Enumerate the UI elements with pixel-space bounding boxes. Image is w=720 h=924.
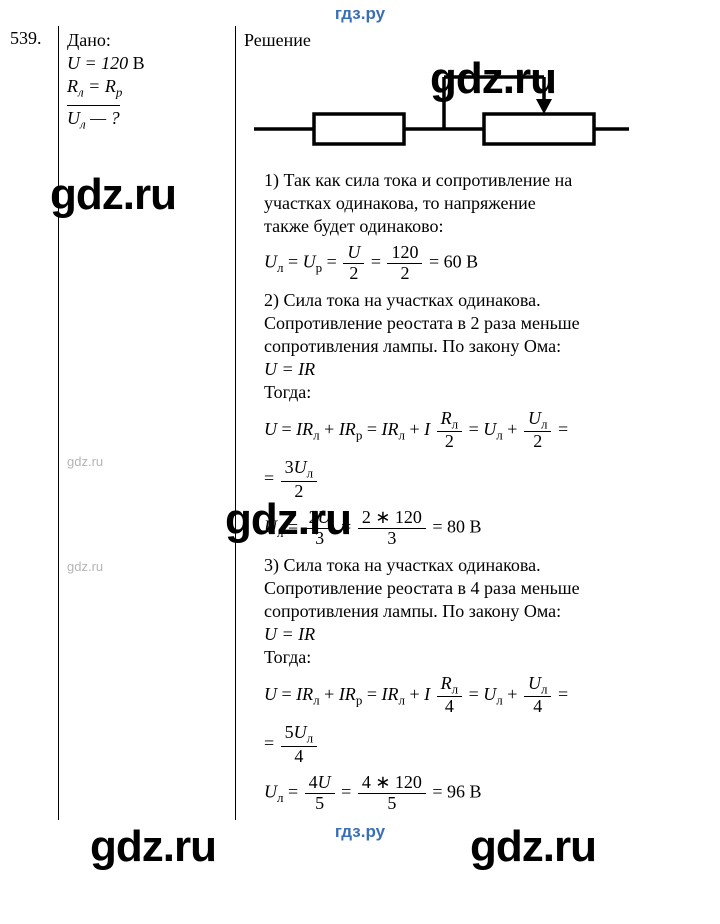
solution-title: Решение bbox=[244, 30, 710, 51]
site-header: гдз.ру bbox=[0, 0, 720, 26]
step3-text-a: 3) Сила тока на участках одинакова. bbox=[244, 555, 710, 576]
step2-eq-b: = 3Uл2 bbox=[244, 458, 710, 502]
site-footer: гдз.ру bbox=[0, 820, 720, 846]
given-u-unit: В bbox=[133, 53, 145, 73]
step3-text-c: сопротивления лампы. По закону Ома: bbox=[244, 601, 710, 622]
step3-text-b: Сопротивление реостата в 4 раза меньше bbox=[244, 578, 710, 599]
step2-text-b: Сопротивление реостата в 2 раза меньше bbox=[244, 313, 710, 334]
given-line-2: Rл = Rр bbox=[67, 76, 227, 101]
step1-text-a: 1) Так как сила тока и сопротивление на bbox=[244, 170, 710, 191]
problem-number: 539. bbox=[10, 28, 42, 48]
given-rl-sym: R bbox=[67, 76, 78, 96]
step2-text-c: сопротивления лампы. По закону Ома: bbox=[244, 336, 710, 357]
given-line-1: U = 120 В bbox=[67, 53, 227, 74]
step2-then: Тогда: bbox=[244, 382, 710, 403]
given-ul-sym: U bbox=[67, 108, 80, 128]
given-line-3: Uл — ? bbox=[67, 105, 120, 133]
given-eq-rp: = R bbox=[84, 76, 116, 96]
problem-number-column: 539. bbox=[10, 26, 58, 820]
eq3c-result: = 96 В bbox=[428, 781, 482, 801]
solution-column: Решение 1) Так как сила тока и сопротивл… bbox=[236, 26, 710, 820]
eq1-result: = 60 В bbox=[424, 251, 478, 271]
step3-eq-b: = 5Uл4 bbox=[244, 723, 710, 767]
given-ul-q: — ? bbox=[86, 108, 120, 128]
given-u-value: U = 120 bbox=[67, 53, 133, 73]
step2-eq-c: Uл = 2U3 = 2 ∗ 1203 = 80 В bbox=[244, 508, 710, 549]
step1-text-b: участках одинакова, то напряжение bbox=[244, 193, 710, 214]
step3-eq-c: Uл = 4U5 = 4 ∗ 1205 = 96 В bbox=[244, 773, 710, 814]
step2-text-a: 2) Сила тока на участках одинакова. bbox=[244, 290, 710, 311]
step3-ohm: U = IR bbox=[244, 624, 710, 645]
circuit-diagram bbox=[244, 59, 634, 149]
step3-then: Тогда: bbox=[244, 647, 710, 668]
small-watermark-2: gdz.ru bbox=[67, 559, 227, 574]
step2-eq-a: U = IRл + IRр = IRл + I Rл2 = Uл + Uл2 = bbox=[244, 409, 710, 453]
given-title: Дано: bbox=[67, 30, 227, 51]
step2-ohm: U = IR bbox=[244, 359, 710, 380]
step1-equation: Uл = Uр = U2 = 1202 = 60 В bbox=[244, 243, 710, 284]
small-watermark-1: gdz.ru bbox=[67, 454, 227, 469]
page-body: 539. Дано: U = 120 В Rл = Rр Uл — ? gdz.… bbox=[0, 26, 720, 820]
step1-text-c: также будет одинаково: bbox=[244, 216, 710, 237]
given-column: Дано: U = 120 В Rл = Rр Uл — ? gdz.ru gd… bbox=[58, 26, 236, 820]
given-rp-sub: р bbox=[116, 85, 123, 100]
eq2c-result: = 80 В bbox=[428, 516, 482, 536]
step3-eq-a: U = IRл + IRр = IRл + I Rл4 = Uл + Uл4 = bbox=[244, 674, 710, 718]
